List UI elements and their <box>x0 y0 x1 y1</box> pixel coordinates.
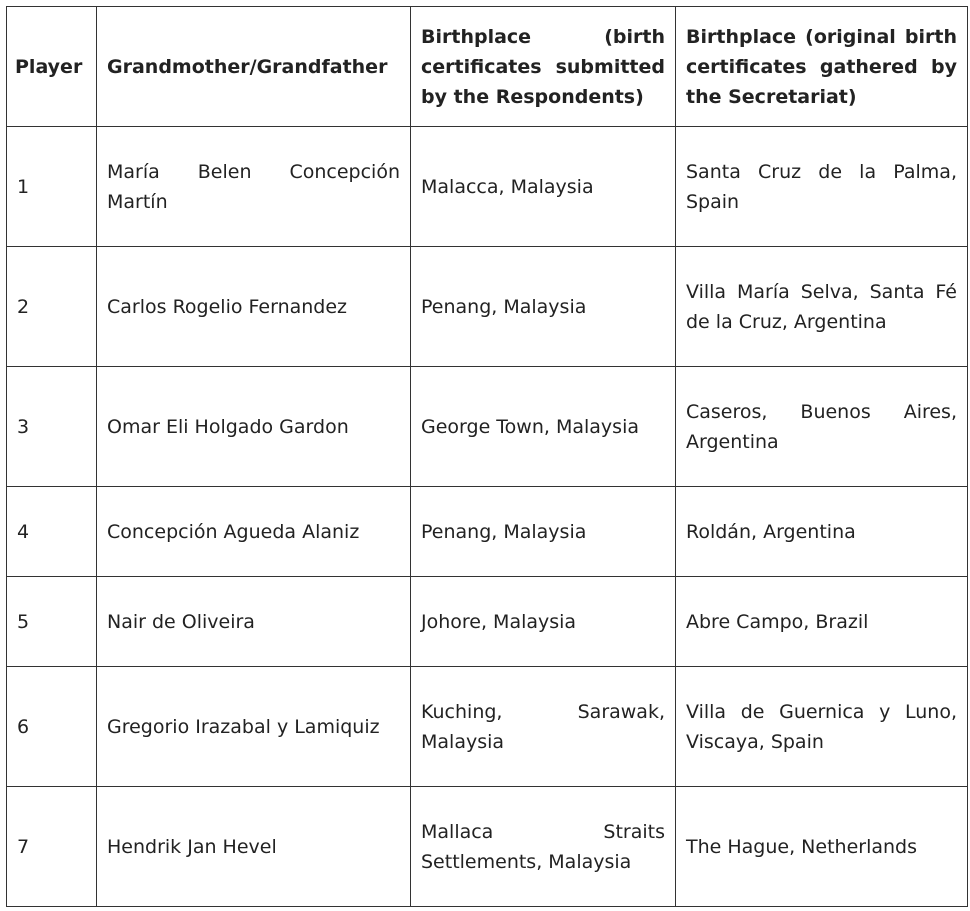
header-grandparent: Grandmother/Grandfather <box>97 7 411 127</box>
player-cell: 3 <box>7 367 97 487</box>
table-row: 5Nair de OliveiraJohore, MalaysiaAbre Ca… <box>7 577 968 667</box>
grandparent-cell: Hendrik Jan Hevel <box>97 787 411 907</box>
grandparent-cell: Nair de Oliveira <box>97 577 411 667</box>
birthplace-secretariat-cell: Villa de Guernica y Luno, Viscaya, Spain <box>676 667 968 787</box>
player-cell: 5 <box>7 577 97 667</box>
birthplace-table: Player Grandmother/Grandfather Birthplac… <box>6 6 968 907</box>
header-row: Player Grandmother/Grandfather Birthplac… <box>7 7 968 127</box>
player-cell: 1 <box>7 127 97 247</box>
grandparent-cell: Concepción Agueda Alaniz <box>97 487 411 577</box>
table-row: 2Carlos Rogelio FernandezPenang, Malaysi… <box>7 247 968 367</box>
header-birthplace-respondents: Birthplace (birth certificates submitted… <box>411 7 676 127</box>
player-cell: 7 <box>7 787 97 907</box>
table-row: 4Concepción Agueda AlanizPenang, Malaysi… <box>7 487 968 577</box>
birthplace-respondents-cell: George Town, Malaysia <box>411 367 676 487</box>
grandparent-cell: Omar Eli Holgado Gardon <box>97 367 411 487</box>
birthplace-secretariat-cell: The Hague, Netherlands <box>676 787 968 907</box>
birthplace-respondents-cell: Malacca, Malaysia <box>411 127 676 247</box>
birthplace-secretariat-cell: Roldán, Argentina <box>676 487 968 577</box>
birthplace-secretariat-cell: Caseros, Buenos Aires, Argentina <box>676 367 968 487</box>
table-row: 3Omar Eli Holgado GardonGeorge Town, Mal… <box>7 367 968 487</box>
birthplace-respondents-cell: Kuching, Sarawak, Malaysia <box>411 667 676 787</box>
table-row: 1María Belen Concepción MartínMalacca, M… <box>7 127 968 247</box>
player-cell: 2 <box>7 247 97 367</box>
table-row: 6Gregorio Irazabal y LamiquizKuching, Sa… <box>7 667 968 787</box>
birthplace-secretariat-cell: Villa María Selva, Santa Fé de la Cruz, … <box>676 247 968 367</box>
grandparent-cell: Gregorio Irazabal y Lamiquiz <box>97 667 411 787</box>
grandparent-cell: Carlos Rogelio Fernandez <box>97 247 411 367</box>
grandparent-cell: María Belen Concepción Martín <box>97 127 411 247</box>
player-cell: 4 <box>7 487 97 577</box>
birthplace-respondents-cell: Penang, Malaysia <box>411 247 676 367</box>
table-row: 7Hendrik Jan HevelMallaca Straits Settle… <box>7 787 968 907</box>
birthplace-respondents-cell: Mallaca Straits Settlements, Malaysia <box>411 787 676 907</box>
birthplace-secretariat-cell: Santa Cruz de la Palma, Spain <box>676 127 968 247</box>
birthplace-respondents-cell: Johore, Malaysia <box>411 577 676 667</box>
birthplace-secretariat-cell: Abre Campo, Brazil <box>676 577 968 667</box>
birthplace-respondents-cell: Penang, Malaysia <box>411 487 676 577</box>
header-player: Player <box>7 7 97 127</box>
player-cell: 6 <box>7 667 97 787</box>
header-birthplace-secretariat: Birthplace (original birth certificates … <box>676 7 968 127</box>
